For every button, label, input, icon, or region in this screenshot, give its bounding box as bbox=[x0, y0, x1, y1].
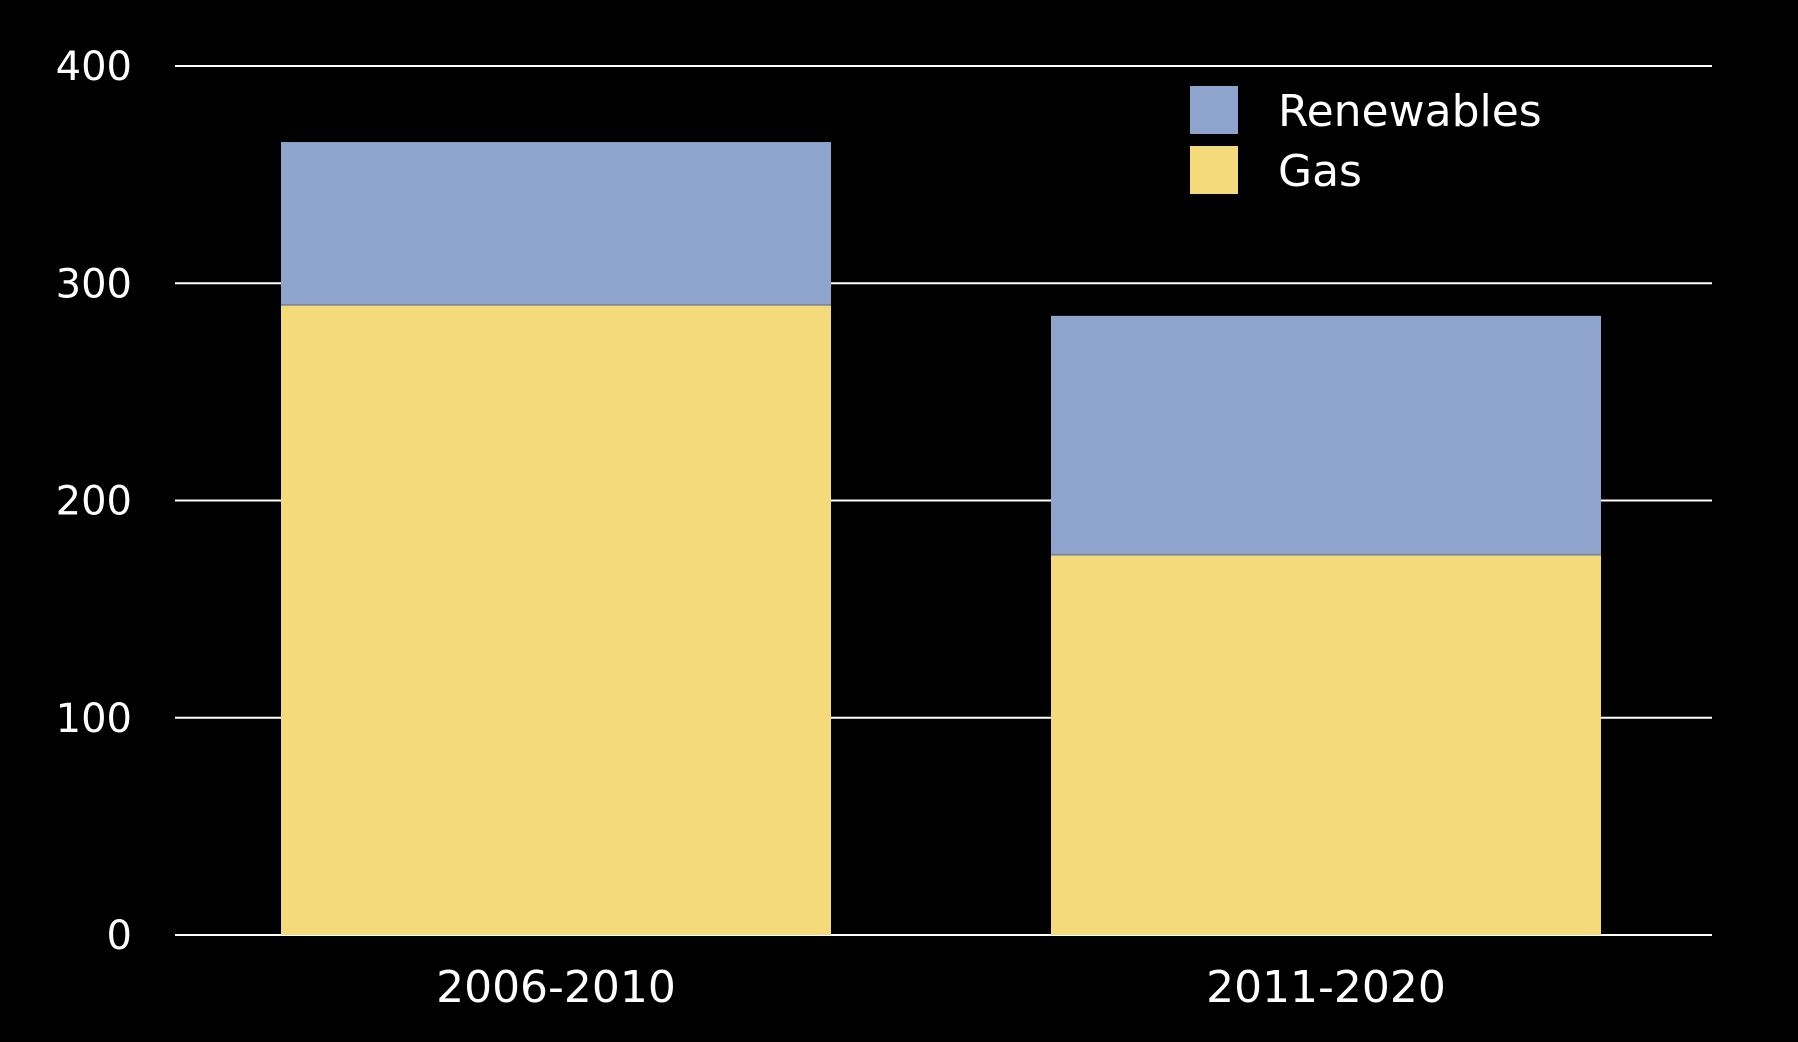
legend-swatch-gas bbox=[1190, 146, 1238, 194]
x-category-label: 2011-2020 bbox=[1206, 962, 1446, 1013]
legend-swatch-renewables bbox=[1190, 86, 1238, 134]
legend: Renewables Gas bbox=[1190, 86, 1542, 197]
legend-label-gas: Gas bbox=[1278, 146, 1362, 197]
y-tick-label: 100 bbox=[56, 696, 132, 742]
axes: 0 100 200 300 400 2006-2010 2011-2020 bbox=[56, 44, 1446, 1013]
y-tick-label: 400 bbox=[56, 44, 132, 90]
bar-gas-2011-2020 bbox=[1051, 554, 1601, 935]
bar-gas-2006-2010 bbox=[281, 304, 831, 936]
y-tick-label: 200 bbox=[56, 479, 132, 525]
legend-label-renewables: Renewables bbox=[1278, 86, 1542, 137]
y-tick-label: 300 bbox=[56, 261, 132, 307]
bar-renewables-2011-2020 bbox=[1051, 315, 1601, 555]
y-tick-label: 0 bbox=[107, 913, 132, 959]
bar-renewables-2006-2010 bbox=[281, 142, 831, 305]
bars bbox=[281, 142, 1601, 936]
x-category-label: 2006-2010 bbox=[436, 962, 676, 1013]
